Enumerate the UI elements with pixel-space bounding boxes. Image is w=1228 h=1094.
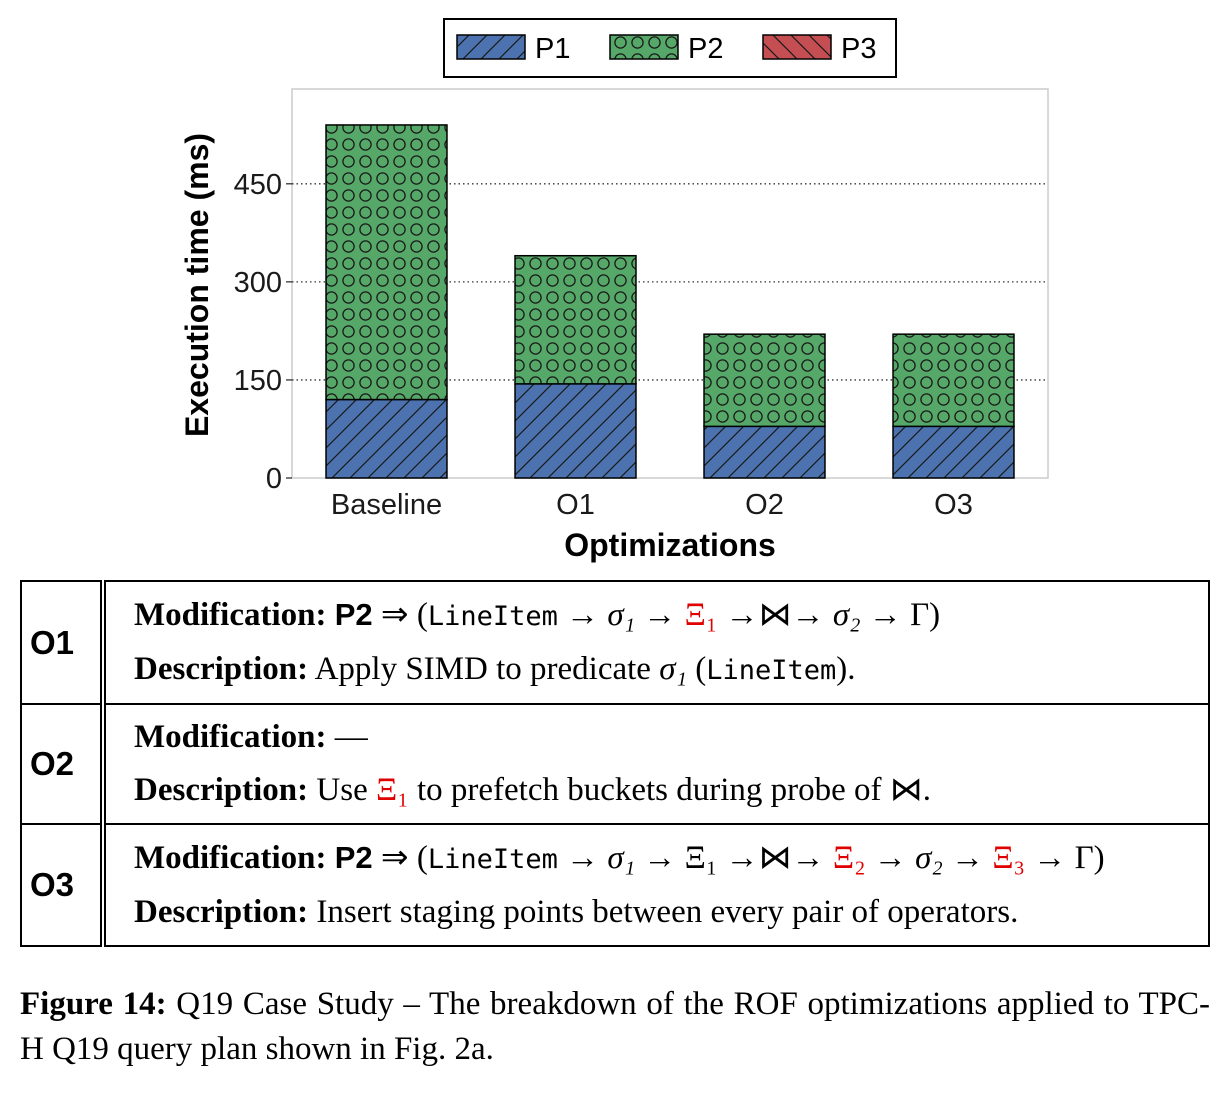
bars xyxy=(325,124,1015,479)
legend-swatch-p2 xyxy=(609,34,679,60)
row-id: O3 xyxy=(21,823,106,947)
x-tick-label: Baseline xyxy=(331,489,442,521)
bar-p1-baseline xyxy=(325,398,448,479)
arrow-symbol: → xyxy=(868,597,902,633)
description-label: Description: xyxy=(134,894,309,930)
arrow-symbol: → xyxy=(873,840,907,876)
x-tick-label: O1 xyxy=(556,489,595,521)
modification-line: Modification: P2 ⇒ (LineItem → σ₁ → Ξ₁ →… xyxy=(134,588,1194,643)
arrow-symbol: → xyxy=(643,840,677,876)
description-lineitem: LineItem xyxy=(706,655,837,686)
description-line: Description: Use Ξ₁ to prefetch buckets … xyxy=(134,764,1194,817)
x-tick-label: O2 xyxy=(745,489,784,521)
x-tick-label: O3 xyxy=(934,489,973,521)
row-body: Modification: P2 ⇒ (LineItem → σ₁ → Ξ₁ →… xyxy=(103,580,1209,705)
row-id: O2 xyxy=(21,703,106,825)
plan-name: P2 xyxy=(334,840,373,875)
join-symbol: →⋈→ xyxy=(725,597,825,633)
arrow-symbol: → xyxy=(566,840,600,876)
close-paren: ) xyxy=(1093,840,1105,876)
arrow-symbol: → xyxy=(566,597,600,633)
caption-text: Q19 Case Study – The breakdown of the RO… xyxy=(20,986,1210,1067)
lineitem-term: LineItem xyxy=(427,844,558,875)
y-tick-labels: 0 150 300 450 xyxy=(234,169,282,495)
description-line: Description: Apply SIMD to predicate σ₁ … xyxy=(134,651,856,687)
x-tick-labels: Baseline O1 O2 O3 xyxy=(331,489,973,521)
row-id: O1 xyxy=(21,580,106,705)
arrow-symbol: → xyxy=(1033,840,1067,876)
stacked-bar-chart: P1 P2 P3 0 150 300 450 Baseline O1 O2 O3 Execu… xyxy=(179,18,1049,563)
sigma1-term: σ₁ xyxy=(607,840,636,876)
optimizations-table: O1 Modification: P2 ⇒ (LineItem → σ₁ → Ξ… xyxy=(20,580,1210,947)
table-row-o3: O3 Modification: P2 ⇒ (LineItem → σ₁ → Ξ… xyxy=(21,823,1209,947)
arrow-symbol: → xyxy=(643,597,677,633)
bar-p1-o1 xyxy=(514,383,637,479)
modification-value: — xyxy=(334,719,368,755)
sigma1-term: σ₁ xyxy=(607,597,636,633)
sigma2-term: σ₂ xyxy=(915,840,943,876)
implies-symbol: ⇒ xyxy=(380,840,409,876)
legend-swatch-p3 xyxy=(762,34,832,60)
legend-label-p3: P3 xyxy=(841,33,876,65)
plan-name: P2 xyxy=(334,597,373,632)
y-axis-label: Execution time (ms) xyxy=(179,133,215,437)
y-tick-label: 450 xyxy=(234,169,282,201)
table-row-o1: O1 Modification: P2 ⇒ (LineItem → σ₁ → Ξ… xyxy=(21,580,1209,705)
bar-p2-o1 xyxy=(514,254,637,385)
figure-caption: Figure 14: Q19 Case Study – The breakdow… xyxy=(20,982,1210,1072)
bar-p2-baseline xyxy=(325,124,448,401)
join-symbol: →⋈→ xyxy=(725,840,825,876)
description-text: Use xyxy=(316,772,368,808)
bar-p1-o2 xyxy=(703,425,826,479)
modification-label: Modification: xyxy=(134,719,327,755)
legend-swatch-p1 xyxy=(456,34,526,60)
description-xi: Ξ₁ xyxy=(375,772,409,808)
modification-label: Modification: xyxy=(134,597,327,633)
lineitem-term: LineItem xyxy=(427,601,558,632)
bar-p1-o3 xyxy=(892,425,1015,479)
implies-symbol: ⇒ xyxy=(380,597,409,633)
xi3-term: Ξ₃ xyxy=(992,840,1026,876)
legend-label-p1: P1 xyxy=(535,33,570,65)
modification-label: Modification: xyxy=(134,840,327,876)
y-tick-label: 0 xyxy=(266,463,282,495)
description-label: Description: xyxy=(134,772,309,808)
y-tick-label: 150 xyxy=(234,365,282,397)
description-end: . xyxy=(847,651,856,687)
x-axis-label: Optimizations xyxy=(564,527,776,563)
open-paren: ( xyxy=(416,840,428,876)
row-body: Modification: — Description: Use Ξ₁ to p… xyxy=(103,703,1209,825)
y-tick-label: 300 xyxy=(234,267,282,299)
gamma-term: Γ xyxy=(1074,840,1094,876)
modification-line: Modification: — xyxy=(134,711,1194,764)
xi1-term: Ξ₁ xyxy=(684,840,718,876)
bar-p2-o3 xyxy=(892,333,1015,428)
open-paren: ( xyxy=(416,597,428,633)
modification-line: Modification: P2 ⇒ (LineItem → σ₁ → Ξ₁ →… xyxy=(134,831,1194,886)
row-body: Modification: P2 ⇒ (LineItem → σ₁ → Ξ₁ →… xyxy=(103,823,1209,947)
sigma2-term: σ₂ xyxy=(832,597,861,633)
gamma-term: Γ xyxy=(910,597,930,633)
xi2-term: Ξ₂ xyxy=(832,840,866,876)
chart-legend: P1 P2 P3 xyxy=(443,18,897,78)
close-paren: ) xyxy=(929,597,941,633)
arrow-symbol: → xyxy=(951,840,985,876)
table-row-o2: O2 Modification: — Description: Use Ξ₁ t… xyxy=(21,703,1209,825)
xi1-term: Ξ₁ xyxy=(684,597,718,633)
description-line: Description: Insert staging points betwe… xyxy=(134,886,1194,939)
bar-p2-o2 xyxy=(703,333,826,428)
description-text: Insert staging points between every pair… xyxy=(316,894,1019,930)
figure-label: Figure 14: xyxy=(20,986,167,1022)
description-sigma: σ₁ xyxy=(659,651,687,687)
description-text-rest: to prefetch buckets during probe of ⋈. xyxy=(416,772,932,808)
description-label: Description: xyxy=(134,651,309,687)
description-text: Apply SIMD to predicate xyxy=(314,651,651,687)
legend-label-p2: P2 xyxy=(688,33,723,65)
